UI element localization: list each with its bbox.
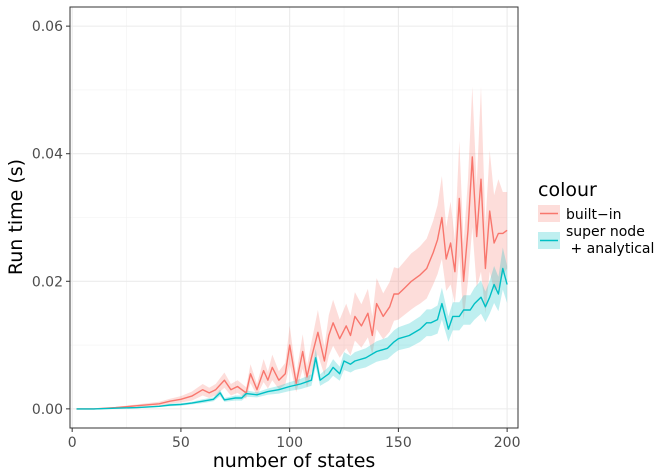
- legend-title: colour: [538, 179, 597, 201]
- series-lines: [76, 156, 508, 410]
- legend: colour built−in super node + analytical: [538, 179, 654, 257]
- grid-major: [70, 7, 518, 428]
- series-band-0: [76, 86, 508, 409]
- legend-label-supernode: super node: [566, 224, 645, 240]
- grid-minor: [70, 7, 518, 428]
- axis-ticks: [66, 25, 508, 432]
- x-tick-label: 200: [494, 435, 521, 451]
- series-line-1: [76, 267, 508, 410]
- y-tick-label: 0.04: [32, 147, 63, 163]
- x-axis-title: number of states: [213, 450, 376, 472]
- series-band-1: [76, 247, 508, 409]
- x-tick-label: 150: [385, 435, 412, 451]
- legend-label-builtin: built−in: [566, 207, 622, 223]
- legend-label-analytical: + analytical: [566, 241, 654, 257]
- x-tick-label: 0: [68, 435, 77, 451]
- x-tick-labels: 0 50 100 150 200: [68, 435, 521, 451]
- legend-key-supernode: [538, 232, 560, 249]
- legend-key-builtin: [538, 205, 560, 222]
- x-tick-label: 50: [172, 435, 190, 451]
- x-tick-label: 100: [276, 435, 303, 451]
- y-axis-title: Run time (s): [5, 159, 27, 275]
- series-line-0: [76, 156, 508, 410]
- y-tick-labels: 0.00 0.02 0.04 0.06: [32, 19, 63, 418]
- y-tick-label: 0.00: [32, 402, 63, 418]
- y-tick-label: 0.02: [32, 274, 63, 290]
- y-tick-label: 0.06: [32, 19, 63, 35]
- plot-panel-border: [69, 6, 519, 429]
